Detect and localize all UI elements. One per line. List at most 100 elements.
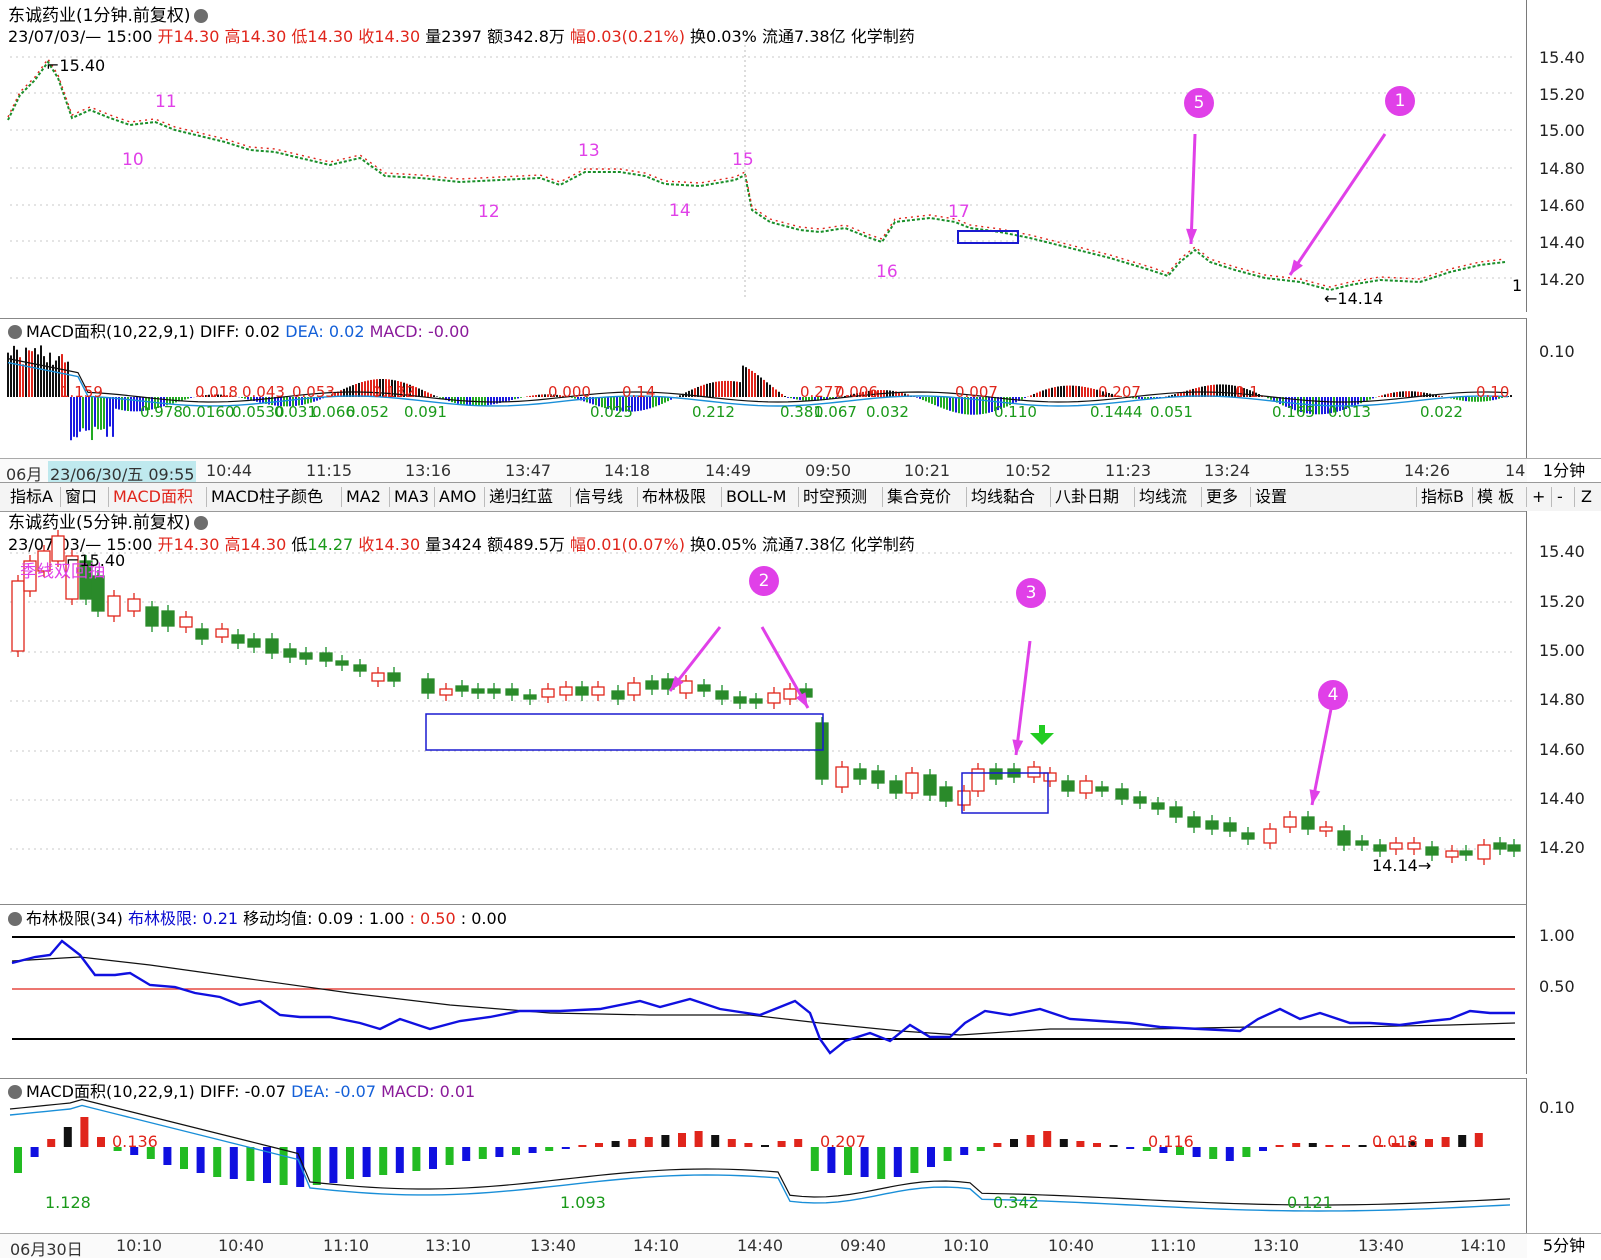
- tab-boll-limit[interactable]: 布林极限: [637, 487, 706, 507]
- macd-bar: [1010, 1139, 1018, 1147]
- boll-limit-pane[interactable]: 布林极限(34) 布林极限: 0.21 移动均值: 0.09 : 1.00 : …: [0, 904, 1527, 1074]
- candle-body: [890, 781, 902, 793]
- macd-green-label: 0.342: [993, 1193, 1039, 1212]
- time-label: 14:18: [604, 461, 650, 480]
- five-min-period-label[interactable]: 5分钟: [1527, 1233, 1601, 1258]
- tab-call-auction[interactable]: 集合竞价: [882, 487, 951, 507]
- price-tick: 14.80: [1539, 690, 1585, 709]
- candle-body: [488, 689, 500, 693]
- candle-body: [872, 771, 884, 783]
- candle-body: [1478, 845, 1490, 859]
- tab-macd-bar-color[interactable]: MACD柱子颜色: [206, 487, 323, 507]
- time-label: 11:10: [323, 1236, 369, 1255]
- macd-bar: [910, 1147, 918, 1173]
- five-min-macd-pane[interactable]: MACD面积(10,22,9,1) DIFF: -0.07 DEA: -0.07…: [0, 1078, 1527, 1233]
- candle-body: [524, 695, 536, 699]
- macd-bar: [977, 1147, 985, 1151]
- candle-body: [784, 689, 796, 699]
- zoom-in-button[interactable]: +: [1526, 487, 1545, 507]
- macd-bar: [1209, 1147, 1217, 1159]
- macd-green-label: 0.051: [1150, 403, 1193, 421]
- tab-bagua-date[interactable]: 八卦日期: [1050, 487, 1119, 507]
- badge-5: 5: [1184, 88, 1214, 118]
- tab-recursive-red-blue[interactable]: 递归红蓝: [484, 487, 553, 507]
- candle-body: [958, 791, 970, 805]
- tab-indicator-a[interactable]: 指标A: [10, 487, 53, 507]
- z-button[interactable]: Z: [1574, 487, 1592, 507]
- macd-bar: [1093, 1143, 1101, 1147]
- candle-body: [1426, 847, 1438, 855]
- tab-ma-flow[interactable]: 均线流: [1134, 487, 1187, 507]
- tab-ma2[interactable]: MA2: [341, 487, 381, 507]
- tab-amo[interactable]: AMO: [434, 487, 476, 507]
- tab-ma3[interactable]: MA3: [389, 487, 429, 507]
- wave-label-11: 11: [155, 92, 177, 112]
- macd-bar: [1043, 1131, 1051, 1147]
- boll-tick: 0.50: [1539, 977, 1575, 996]
- candle-body: [180, 617, 192, 627]
- time-label: 06月30日: [10, 1236, 83, 1260]
- tab-settings[interactable]: 设置: [1250, 487, 1287, 507]
- price-tick: 14.20: [1539, 838, 1585, 857]
- macd-bar: [163, 1147, 171, 1165]
- time-label: 13:24: [1204, 461, 1250, 480]
- macd-red-label: 0.053: [292, 383, 335, 401]
- candle-body: [1134, 797, 1146, 803]
- macd-bar: [844, 1147, 852, 1175]
- boll-axis: 1.00 0.50: [1527, 904, 1601, 1074]
- candle-body: [1080, 781, 1092, 793]
- tab-indicator-b[interactable]: 指标B: [1416, 487, 1464, 507]
- macd-bar: [1292, 1143, 1300, 1147]
- price-tick: 14.40: [1539, 789, 1585, 808]
- candle-body: [1170, 807, 1182, 817]
- badge-1: 1: [1385, 86, 1415, 116]
- tab-macd-area[interactable]: MACD面积: [108, 487, 193, 507]
- candle-body: [162, 611, 174, 626]
- macd-bar: [1359, 1145, 1367, 1147]
- tab-spacetime-forecast[interactable]: 时空预测: [798, 487, 867, 507]
- five-min-time-axis: 06月30日 10:10 10:40 11:10 13:10 13:40 14:…: [0, 1233, 1527, 1258]
- macd-bar: [761, 1145, 769, 1147]
- candle-body: [906, 773, 918, 793]
- five-minute-chart-pane[interactable]: 东诚药业(5分钟.前复权) 23/07/03/— 15:00 开14.30 高1…: [0, 511, 1527, 904]
- green-arrow-icon: [1030, 725, 1054, 745]
- macd-bar: [329, 1147, 337, 1183]
- wave-label-17: 17: [948, 202, 970, 222]
- time-label: 10:40: [1048, 1236, 1094, 1255]
- macd-bar: [960, 1147, 968, 1155]
- macd-bar: [628, 1139, 636, 1147]
- candle-body: [816, 723, 828, 779]
- candle-body: [456, 686, 468, 691]
- minute-period-label[interactable]: 1分钟: [1527, 458, 1601, 483]
- candle-body: [1446, 851, 1458, 857]
- price-tick: 15.40: [1539, 48, 1585, 67]
- macd-bar: [894, 1147, 902, 1177]
- tab-ma-converge[interactable]: 均线黏合: [966, 487, 1035, 507]
- macd-red-label: 0.207: [1098, 383, 1141, 401]
- boll-value-line: [12, 941, 1515, 1053]
- macd-red-label: 0.1: [1235, 383, 1259, 401]
- pointer-arrow: [1191, 134, 1195, 244]
- tab-template[interactable]: 模 板: [1472, 487, 1514, 507]
- tab-more[interactable]: 更多: [1201, 487, 1238, 507]
- candle-body: [1408, 843, 1420, 849]
- macd-green-label: 1.128: [45, 1193, 91, 1212]
- macd-green-label: 0.032: [866, 403, 909, 421]
- tab-boll-m[interactable]: BOLL-M: [721, 487, 786, 507]
- zoom-out-button[interactable]: -: [1551, 487, 1563, 507]
- candle-body: [1062, 781, 1074, 791]
- tab-signal-line[interactable]: 信号线: [570, 487, 623, 507]
- minute-macd-pane[interactable]: MACD面积(10,22,9,1) DIFF: 0.02 DEA: 0.02 M…: [0, 318, 1527, 458]
- tab-window[interactable]: 窗口: [60, 487, 97, 507]
- macd-bar: [545, 1147, 553, 1151]
- time-label: 13:40: [530, 1236, 576, 1255]
- time-label: 14: [1505, 461, 1525, 480]
- time-label: 11:10: [1150, 1236, 1196, 1255]
- macd-bar: [379, 1147, 387, 1175]
- time-label: 14:10: [1460, 1236, 1506, 1255]
- macd-bar: [396, 1147, 404, 1173]
- candle-body: [232, 635, 244, 643]
- macd-tick: 0.10: [1539, 342, 1575, 361]
- minute-chart-pane[interactable]: 东诚药业(1分钟.前复权) 23/07/03/— 15:00 开14.30 高1…: [0, 0, 1527, 312]
- time-label: 13:10: [425, 1236, 471, 1255]
